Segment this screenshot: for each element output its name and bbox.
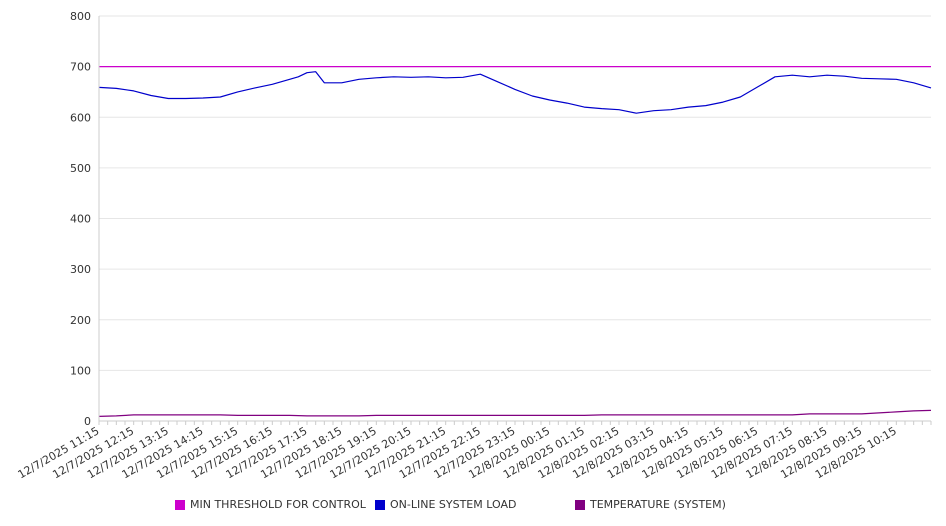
legend: MIN THRESHOLD FOR CONTROL ON-LINE SYSTEM… — [0, 498, 946, 514]
y-tick-label: 200 — [70, 314, 91, 327]
y-tick-label: 800 — [70, 10, 91, 23]
y-tick-label: 0 — [84, 415, 91, 428]
y-tick-label: 300 — [70, 263, 91, 276]
legend-label-min-threshold: MIN THRESHOLD FOR CONTROL — [190, 498, 366, 511]
series-line-on-line-system-load — [98, 71, 932, 114]
legend-label-system-load: ON-LINE SYSTEM LOAD — [390, 498, 517, 511]
y-tick-label: 500 — [70, 162, 91, 175]
gridlines — [99, 15, 931, 422]
legend-swatch-temperature — [575, 499, 585, 510]
legend-item-system-load[interactable]: ON-LINE SYSTEM LOAD — [375, 498, 516, 511]
legend-swatch-system-load — [375, 499, 385, 510]
legend-item-temperature[interactable]: TEMPERATURE (SYSTEM) — [575, 498, 726, 511]
y-tick-label: 700 — [70, 61, 91, 74]
legend-label-temperature: TEMPERATURE (SYSTEM) — [590, 498, 726, 511]
legend-item-min-threshold[interactable]: MIN THRESHOLD FOR CONTROL — [175, 498, 366, 511]
y-tick-label: 100 — [70, 364, 91, 377]
legend-swatch-min-threshold — [175, 499, 185, 510]
y-tick-label: 400 — [70, 213, 91, 226]
y-tick-label: 600 — [70, 111, 91, 124]
series-line-temperature-system — [98, 409, 932, 417]
line-chart: 0 100 200 300 400 500 600 700 800 12/7/2025 11:1… — [16, 10, 932, 481]
y-axis: 0 100 200 300 400 500 600 700 800 — [70, 10, 100, 428]
plot-area — [98, 65, 932, 417]
